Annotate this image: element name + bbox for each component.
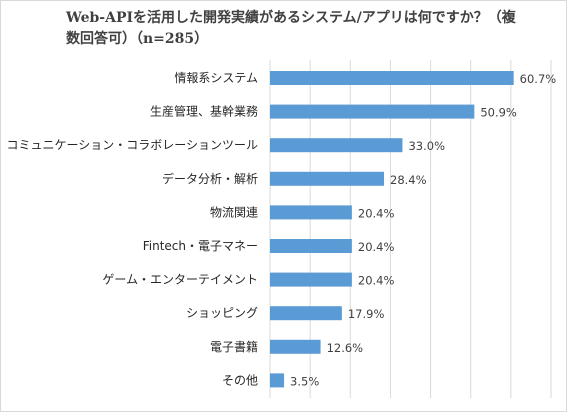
bar	[270, 205, 352, 220]
bar	[270, 272, 352, 287]
data-label: 20.4%	[358, 240, 395, 254]
data-label: 12.6%	[327, 341, 364, 355]
bar	[270, 239, 352, 253]
data-label: 20.4%	[358, 206, 395, 220]
bar	[270, 339, 321, 354]
category-label: データ分析・解析	[162, 171, 258, 186]
bar	[270, 171, 385, 186]
category-label: その他	[222, 373, 258, 387]
bar	[270, 373, 285, 388]
data-label: 3.5%	[290, 374, 319, 388]
category-label: 物流関連	[210, 205, 258, 219]
bar	[270, 104, 475, 119]
data-label: 17.9%	[348, 307, 385, 321]
data-label: 50.9%	[480, 106, 517, 120]
bar	[270, 138, 403, 153]
data-label: 60.7%	[520, 72, 557, 86]
category-label: 電子書籍	[210, 339, 258, 354]
data-label: 20.4%	[358, 274, 395, 288]
category-label: Fintech・電子マネー	[143, 239, 258, 253]
data-label: 33.0%	[408, 139, 445, 153]
category-label: ショッピング	[186, 306, 258, 320]
category-label: コミュニケーション・コラボレーションツール	[6, 138, 258, 152]
bar	[270, 306, 342, 321]
category-label: ゲーム・エンターテイメント	[102, 273, 258, 287]
chart-title: Web-APIを活用した開発実績があるシステム/アプリは何ですか？（複数回答可）…	[66, 10, 516, 47]
category-label: 生産管理、基幹業務	[150, 104, 258, 119]
bar	[270, 71, 514, 85]
data-label: 28.4%	[390, 173, 427, 187]
category-label: 情報系システム	[174, 71, 258, 85]
